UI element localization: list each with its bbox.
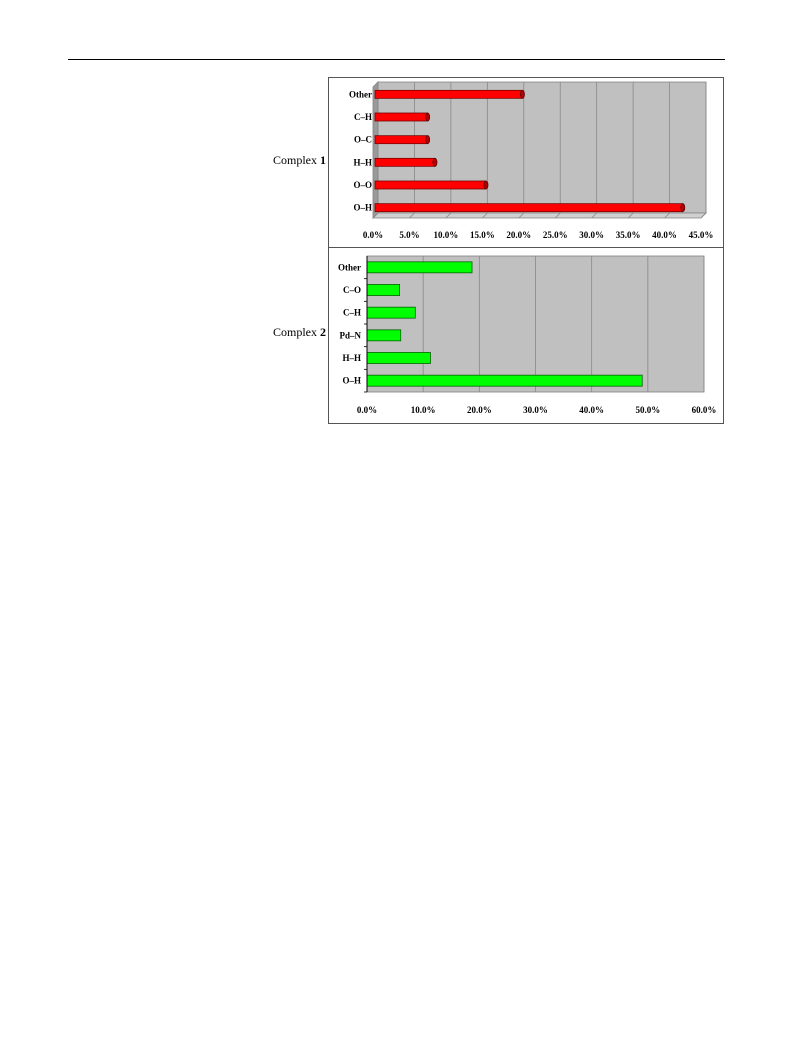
x-tick-label: 30.0% xyxy=(523,405,548,415)
complex-1-chart: 0.0% 5.0% 10.0% 15.0% 20.0% 25.0% 30.0% 35.0% 40… xyxy=(349,81,714,240)
bar-h-h xyxy=(366,352,431,364)
complex-2-prefix: Complex xyxy=(273,325,317,339)
y-tick-label: C–H xyxy=(354,112,372,122)
complex-1-label: Complex 1 xyxy=(273,153,326,168)
complex-2-number: 2 xyxy=(320,325,326,339)
floor-gridline xyxy=(482,212,488,219)
page-header-rule xyxy=(68,59,725,60)
complex-1-number: 1 xyxy=(320,153,326,167)
figure-frame xyxy=(328,77,724,424)
floor-gridline xyxy=(372,212,379,219)
complex-2-chart: 0.0% 10.0% 20.0% 30.0% 40.0% 50.0% 60.0% O–H H–H… xyxy=(338,255,717,415)
plot-side-wall xyxy=(372,81,379,219)
bar-cap-o-c xyxy=(425,135,431,145)
x-tick-label: 0.0% xyxy=(357,405,377,415)
y-tick-label: Pd–N xyxy=(339,330,361,340)
x-tick-label: 40.0% xyxy=(579,405,604,415)
bar-h-h xyxy=(374,157,436,167)
y-tick-label: O–H xyxy=(342,376,361,386)
y-tick-label: H–H xyxy=(342,353,361,363)
bar-cap-other xyxy=(520,89,525,99)
bar-other xyxy=(366,261,473,274)
x-tick-label: 10.0% xyxy=(411,405,436,415)
x-tick-label: 15.0% xyxy=(470,230,495,240)
bar-cap-h-h xyxy=(432,157,438,167)
y-tick-label: O–O xyxy=(353,180,372,190)
bar-o-h xyxy=(366,374,643,387)
y-tick-label: O–C xyxy=(354,135,372,145)
y-tick-label: H–H xyxy=(353,157,372,167)
y-tick-label: C–O xyxy=(343,285,361,295)
x-tick-label: 50.0% xyxy=(635,405,660,415)
floor-gridline xyxy=(591,212,597,219)
y-tick-label: O–H xyxy=(353,203,372,213)
floor-gridline xyxy=(627,212,634,219)
floor-gridline xyxy=(554,212,561,219)
bar-c-h xyxy=(374,112,429,122)
x-tick-label: 20.0% xyxy=(506,230,531,240)
complex-1-prefix: Complex xyxy=(273,153,317,167)
bar-c-o xyxy=(366,284,400,296)
floor-gridline xyxy=(445,212,452,219)
x-tick-label: 35.0% xyxy=(616,230,641,240)
bar-c-h xyxy=(366,306,416,319)
floor-gridline xyxy=(700,212,707,219)
x-tick-label: 0.0% xyxy=(363,230,383,240)
complex-2-label: Complex 2 xyxy=(273,325,326,340)
bar-cap-c-h xyxy=(425,112,431,122)
bar-pd-n xyxy=(366,329,402,342)
x-tick-label: 45.0% xyxy=(689,230,714,240)
floor-gridline xyxy=(518,212,525,219)
plot-back-wall xyxy=(377,81,707,214)
floor-gridline xyxy=(664,212,670,219)
y-tick-label: Other xyxy=(338,262,361,272)
x-tick-label: 30.0% xyxy=(579,230,604,240)
x-tick-label: 5.0% xyxy=(399,230,419,240)
bar-o-c xyxy=(374,135,429,145)
panel-divider xyxy=(328,247,724,248)
x-tick-label: 20.0% xyxy=(467,405,492,415)
x-tick-label: 60.0% xyxy=(692,405,717,415)
floor-gridline xyxy=(409,212,415,219)
bar-other xyxy=(374,89,523,99)
bar-o-h xyxy=(374,203,684,213)
bar-cap-o-h xyxy=(680,203,686,213)
bar-cap-o-o xyxy=(483,180,489,190)
y-tick-label: C–H xyxy=(343,308,361,318)
bar-o-o xyxy=(374,180,487,190)
y-tick-label: Other xyxy=(349,89,372,99)
plot-floor xyxy=(372,212,707,219)
x-tick-label: 25.0% xyxy=(543,230,568,240)
x-tick-label: 10.0% xyxy=(434,230,459,240)
x-tick-label: 40.0% xyxy=(652,230,677,240)
